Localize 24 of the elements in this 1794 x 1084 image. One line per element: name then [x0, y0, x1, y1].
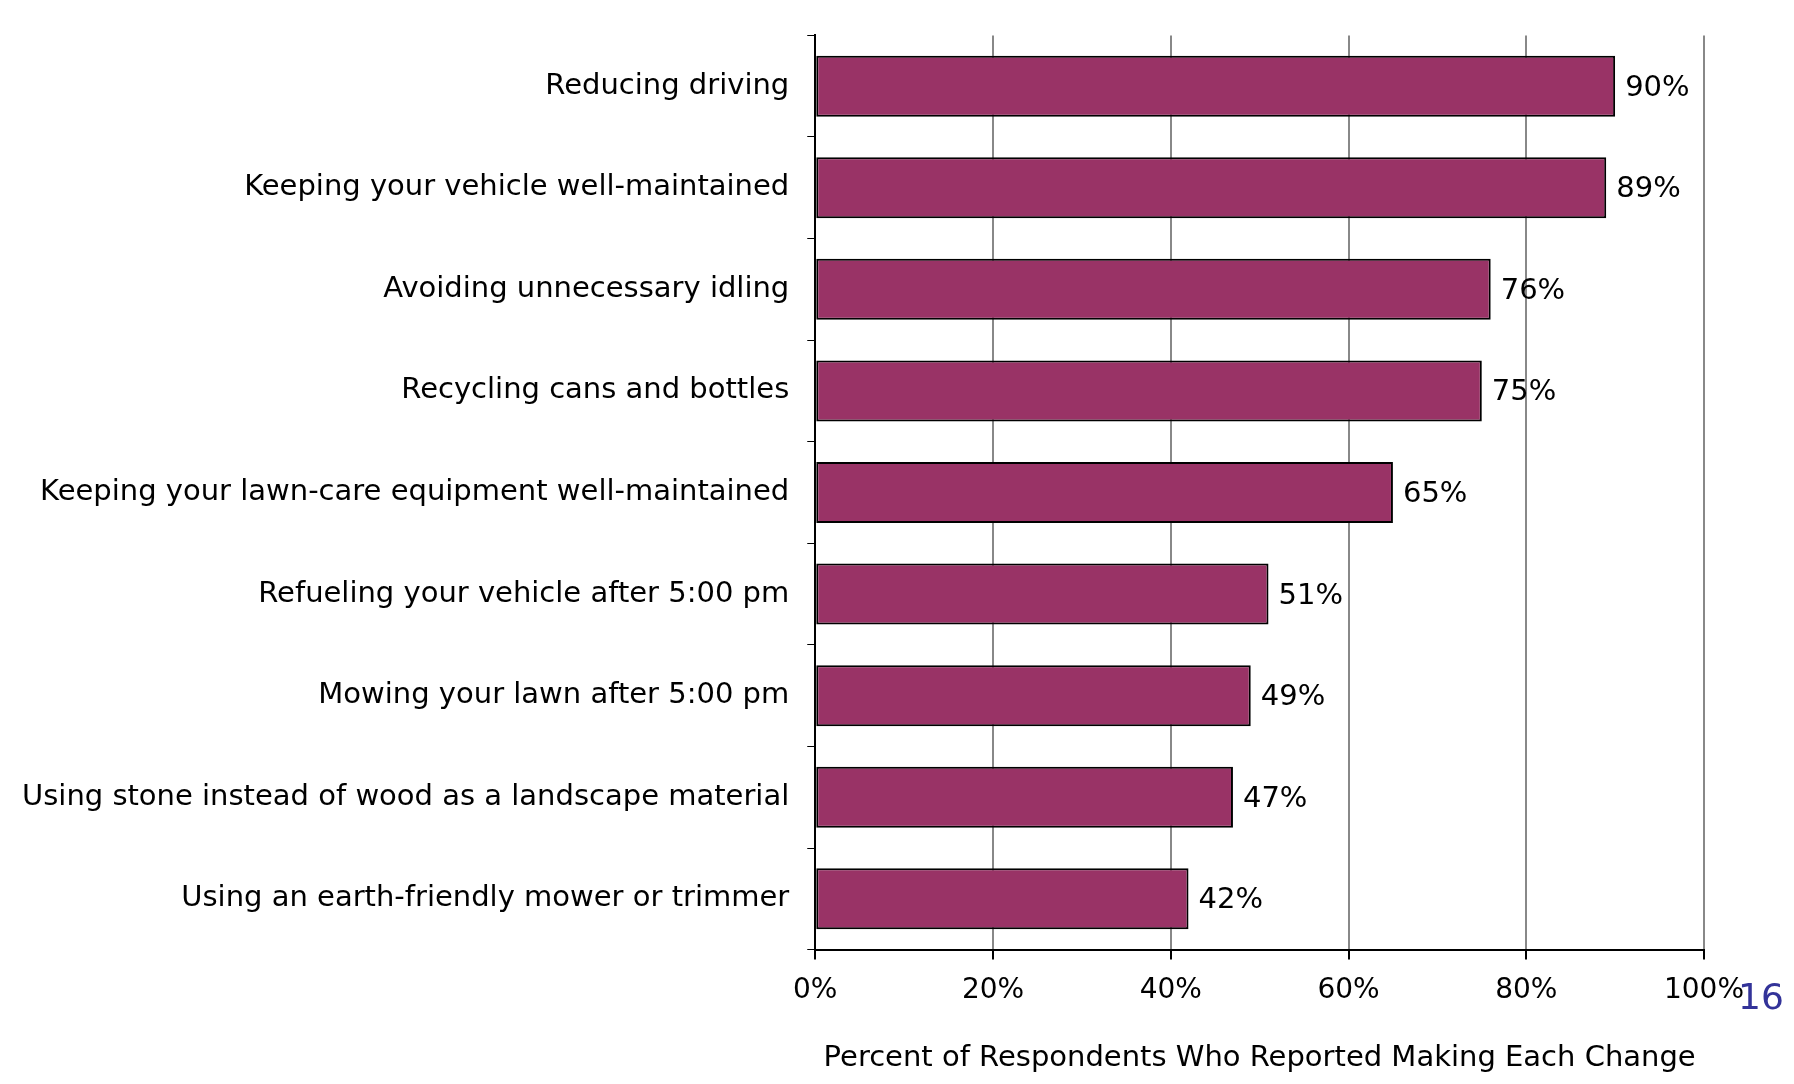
- x-axis-title: Percent of Respondents Who Reported Making Each Change: [823, 1039, 1696, 1074]
- y-tick-label: Reducing driving: [545, 66, 790, 101]
- data-label: 90%: [1625, 68, 1690, 103]
- y-tick-label: Recycling cans and bottles: [401, 371, 790, 406]
- y-tick-label: Using an earth-friendly mower or trimmer: [181, 879, 790, 914]
- data-label: 42%: [1198, 881, 1263, 916]
- x-tick-label: 60%: [1317, 971, 1380, 1005]
- y-tick-label: Refueling your vehicle after 5:00 pm: [258, 574, 790, 609]
- data-label: 49%: [1260, 678, 1326, 713]
- data-label: 89%: [1616, 170, 1681, 205]
- x-tick-label: 80%: [1495, 971, 1558, 1005]
- x-tick-label: 40%: [1139, 971, 1202, 1005]
- y-tick-label: Using stone instead of wood as a landscape material: [21, 777, 790, 812]
- x-tick-label: 0%: [793, 971, 838, 1005]
- data-label: 75%: [1491, 373, 1557, 408]
- data-label: 47%: [1242, 779, 1308, 814]
- y-tick-label: Keeping your vehicle well-maintained: [244, 168, 790, 203]
- y-tick-label: Mowing your lawn after 5:00 pm: [318, 676, 790, 711]
- y-tick-label: Keeping your lawn-care equipment well-maintained: [40, 473, 790, 508]
- x-tick-label: 20%: [961, 971, 1025, 1005]
- data-label: 76%: [1500, 271, 1566, 306]
- y-tick-label: Avoiding unnecessary idling: [383, 269, 790, 304]
- data-label: 65%: [1402, 475, 1468, 510]
- data-label: 51%: [1278, 576, 1343, 611]
